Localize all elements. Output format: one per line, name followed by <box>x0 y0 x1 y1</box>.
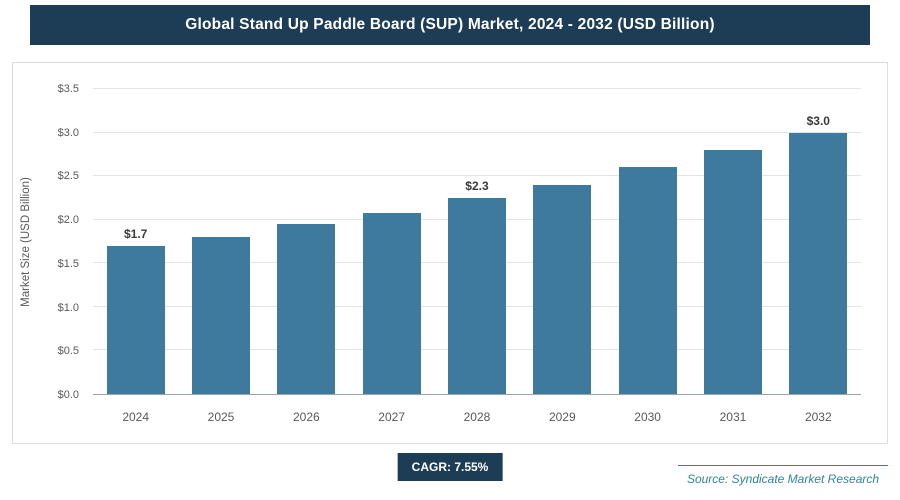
y-tick-label: $0.5 <box>57 345 79 358</box>
chart-title: Global Stand Up Paddle Board (SUP) Marke… <box>30 5 870 45</box>
bar-column: 2030 <box>605 89 690 424</box>
bar-column: 2031 <box>690 89 775 424</box>
y-tick-label: $3.5 <box>57 83 79 95</box>
bar <box>191 237 250 394</box>
x-tick-label: 2029 <box>548 410 576 424</box>
bar <box>703 150 762 394</box>
y-axis-label: Market Size (USD Billion) <box>20 177 33 307</box>
bar-column: $2.3 2028 <box>434 89 519 424</box>
y-tick-label: $2.0 <box>57 214 79 227</box>
y-axis-ticks: $0.0 $0.5 $1.0 $1.5 $2.0 $2.5 $3.0 $3.5 <box>35 83 87 401</box>
y-tick-label: $3.0 <box>57 126 79 139</box>
bar <box>447 197 506 394</box>
bar-value-label: $1.7 <box>123 226 148 241</box>
bar <box>106 245 165 394</box>
y-tick-label: $1.5 <box>57 257 79 270</box>
bar <box>618 167 677 394</box>
y-tick-label: $1.0 <box>57 301 79 314</box>
bars-container: $1.7 2024 2025 2026 2027 $2.3 2028 2029 2030 2031… <box>93 89 861 424</box>
bar-column: $1.7 2024 <box>93 89 178 424</box>
x-tick-label: 2030 <box>634 410 661 424</box>
bar-column: 2026 <box>264 89 349 424</box>
bar <box>533 184 592 394</box>
plot-area: $1.7 2024 2025 2026 2027 $2.3 2028 2029 2030 2031… <box>93 88 861 424</box>
bar <box>789 132 848 394</box>
bar <box>277 224 336 394</box>
x-tick-label: 2031 <box>719 410 747 424</box>
bar-column: 2029 <box>520 89 605 424</box>
bar-column: 2025 <box>178 89 263 424</box>
x-tick-label: 2032 <box>804 410 832 424</box>
bar <box>362 212 421 394</box>
bar-column: $3.0 2032 <box>776 89 861 424</box>
cagr-badge: CAGR: 7.55% <box>397 453 503 481</box>
x-tick-label: 2028 <box>463 410 491 424</box>
chart-panel: Market Size (USD Billion) $0.0 $0.5 $1.0 $1… <box>12 62 888 444</box>
gridline <box>93 175 861 177</box>
source-note: Source: Syndicate Market Research <box>678 465 888 486</box>
bar-value-label: $3.0 <box>806 113 830 128</box>
x-tick-label: 2024 <box>122 410 150 424</box>
x-tick-label: 2025 <box>207 410 235 424</box>
bar-column: 2027 <box>349 89 434 424</box>
x-tick-label: 2026 <box>292 410 320 424</box>
bar-value-label: $2.3 <box>465 178 489 193</box>
y-tick-label: $2.5 <box>57 170 79 183</box>
x-tick-label: 2027 <box>378 410 405 424</box>
gridline <box>93 131 861 133</box>
gridline <box>93 88 861 89</box>
y-tick-label: $0.0 <box>57 389 79 401</box>
